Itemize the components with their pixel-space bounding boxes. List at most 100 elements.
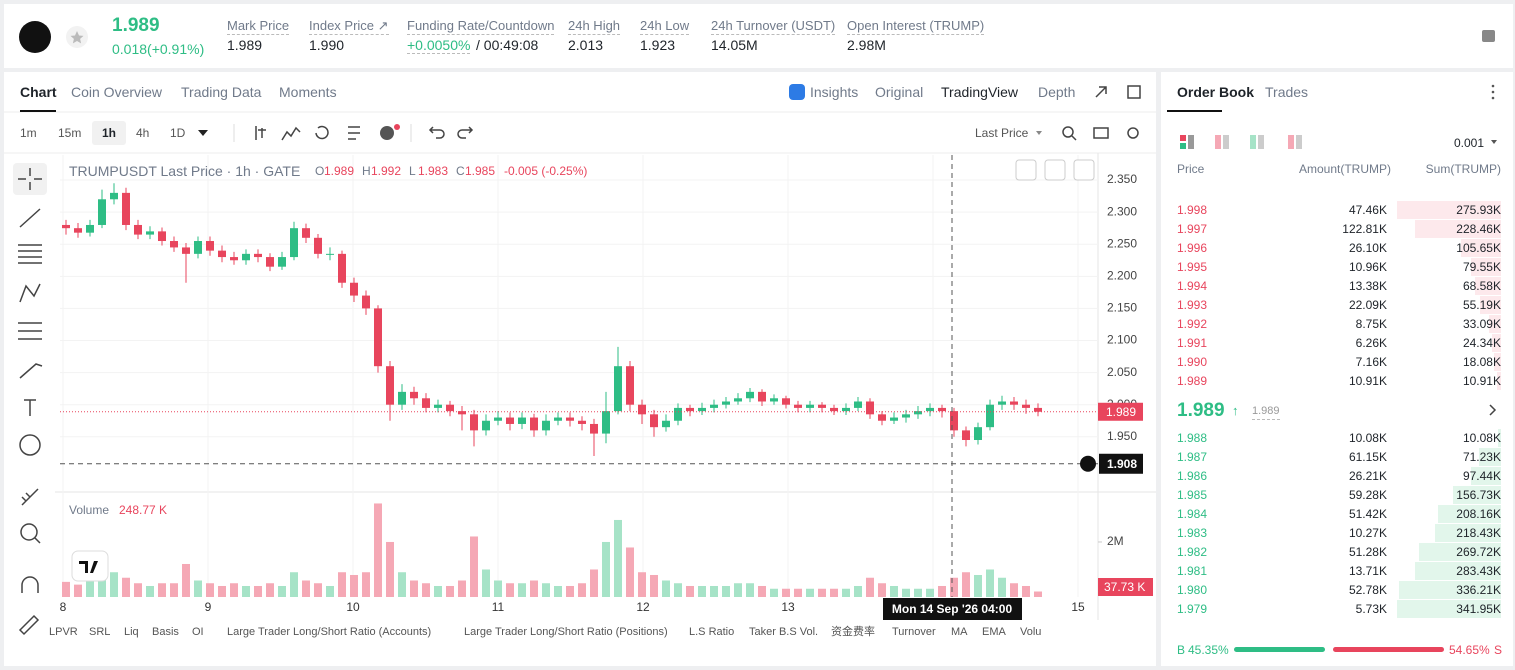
chart-tab[interactable]: Trading Data <box>181 84 262 100</box>
depth-bar <box>1480 296 1501 314</box>
volume-bar <box>650 574 658 597</box>
book-price[interactable]: 1.983 <box>1177 526 1208 540</box>
volume-bar <box>494 580 502 597</box>
book-price[interactable]: 1.998 <box>1177 203 1208 217</box>
interval[interactable]: 1m <box>20 126 37 140</box>
candle-body <box>362 295 370 309</box>
indicator-tab[interactable]: L.S Ratio <box>689 626 735 638</box>
indicator-tab[interactable]: Turnover <box>892 626 936 638</box>
candle-body <box>278 257 286 267</box>
stat-label[interactable]: Funding Rate/Countdown <box>407 18 555 35</box>
book-price[interactable]: 1.985 <box>1177 488 1208 502</box>
stat-label[interactable]: Index Price ↗ <box>309 18 389 35</box>
view-tab[interactable]: Depth <box>1038 84 1076 100</box>
depth-bar <box>1453 486 1501 504</box>
indicator-tab[interactable]: Liq <box>124 626 139 638</box>
volume-bar <box>830 588 838 597</box>
stat-label[interactable]: 24h Turnover (USDT) <box>711 18 836 35</box>
candle-body <box>1010 401 1018 405</box>
book-sum: 33.09K <box>1462 317 1501 331</box>
indicator-tab[interactable]: Taker B.S Vol. <box>749 626 819 638</box>
depth-bar <box>1488 315 1501 333</box>
stat-value: 1.989 <box>227 37 263 53</box>
volume-bar <box>206 583 214 597</box>
indicator-tab[interactable]: LPVR <box>49 626 78 638</box>
indicator-tab[interactable]: Large Trader Long/Short Ratio (Positions… <box>464 626 668 638</box>
book-price[interactable]: 1.993 <box>1177 298 1208 312</box>
view-tab[interactable]: TradingView <box>941 84 1019 100</box>
candle-body <box>806 404 814 408</box>
candle-body <box>542 420 550 431</box>
book-sum: 283.43K <box>1456 564 1501 578</box>
book-sum: 208.16K <box>1456 507 1501 521</box>
precision[interactable]: 0.001 <box>1454 136 1485 150</box>
tv-logo <box>71 550 109 582</box>
book-price[interactable]: 1.980 <box>1177 583 1208 597</box>
indicator-tab[interactable]: OI <box>192 626 204 638</box>
book-price[interactable]: 1.995 <box>1177 260 1208 274</box>
book-price[interactable]: 1.979 <box>1177 602 1208 616</box>
volume-bar <box>746 583 754 597</box>
stat-value: +0.0050% <box>407 37 471 54</box>
depth-mode-icons[interactable] <box>1180 135 1302 149</box>
book-price[interactable]: 1.988 <box>1177 431 1208 445</box>
book-price[interactable]: 1.990 <box>1177 355 1208 369</box>
indicator-tab[interactable]: SRL <box>89 626 111 638</box>
chart-tab[interactable]: Moments <box>279 84 337 100</box>
volume-bar <box>458 580 466 597</box>
book-tab[interactable]: Trades <box>1265 84 1309 100</box>
volume-bar <box>974 574 982 597</box>
book-sum: 55.19K <box>1462 298 1501 312</box>
book-price[interactable]: 1.987 <box>1177 450 1208 464</box>
ohlc-key: O <box>315 164 325 178</box>
volume-bar <box>170 583 178 597</box>
interval[interactable]: 4h <box>136 126 150 140</box>
indicator-tab[interactable]: Basis <box>152 626 179 638</box>
interval[interactable]: 1h <box>102 126 117 140</box>
book-price[interactable]: 1.989 <box>1177 374 1208 388</box>
book-price[interactable]: 1.981 <box>1177 564 1208 578</box>
indicator-tab[interactable]: MA <box>951 626 968 638</box>
stat-label[interactable]: Open Interest (TRUMP) <box>847 18 985 35</box>
view-tab[interactable]: Original <box>875 84 924 100</box>
book-tab[interactable]: Order Book <box>1177 84 1255 100</box>
book-price[interactable]: 1.994 <box>1177 279 1208 293</box>
book-sum: 24.34K <box>1462 336 1501 350</box>
stat-label[interactable]: 24h Low <box>640 18 690 35</box>
indicator-tab[interactable]: Volu <box>1020 626 1042 638</box>
indicator-tab[interactable]: Large Trader Long/Short Ratio (Accounts) <box>227 626 432 638</box>
chart-tab[interactable]: Chart <box>20 84 57 100</box>
interval[interactable]: 1D <box>170 126 186 140</box>
volume-bar <box>230 583 238 597</box>
book-price[interactable]: 1.982 <box>1177 545 1208 559</box>
y2-tick-label: 2M <box>1107 534 1124 548</box>
volume-bar <box>182 563 190 597</box>
view-tab[interactable]: Insights <box>810 84 859 100</box>
stat-label[interactable]: Mark Price <box>227 18 290 35</box>
volume-bar <box>770 588 778 597</box>
candle-body <box>530 417 538 431</box>
book-price[interactable]: 1.984 <box>1177 507 1208 521</box>
indicator-tab[interactable]: 资金费率 <box>831 626 875 638</box>
book-price[interactable]: 1.997 <box>1177 222 1208 236</box>
book-price[interactable]: 1.986 <box>1177 469 1208 483</box>
sell-ratio-bar <box>1333 647 1444 652</box>
book-sum: 68.58K <box>1462 279 1501 293</box>
indicator-tab[interactable]: EMA <box>982 626 1006 638</box>
volume-bar <box>938 585 946 597</box>
book-price[interactable]: 1.991 <box>1177 336 1208 350</box>
ohlc-key: C <box>456 164 465 178</box>
chart-tab[interactable]: Coin Overview <box>71 84 163 100</box>
volume-bar <box>818 588 826 597</box>
volume-bar <box>674 583 682 597</box>
volume-bar <box>326 585 334 597</box>
volume-bar <box>758 585 766 597</box>
book-price[interactable]: 1.996 <box>1177 241 1208 255</box>
candle-body <box>410 391 418 399</box>
y-tick-label: 1.950 <box>1107 429 1137 443</box>
settings-icon[interactable] <box>1482 30 1495 42</box>
interval[interactable]: 15m <box>58 126 82 140</box>
price-type[interactable]: Last Price <box>975 126 1029 140</box>
stat-label[interactable]: 24h High <box>568 18 621 35</box>
book-price[interactable]: 1.992 <box>1177 317 1208 331</box>
